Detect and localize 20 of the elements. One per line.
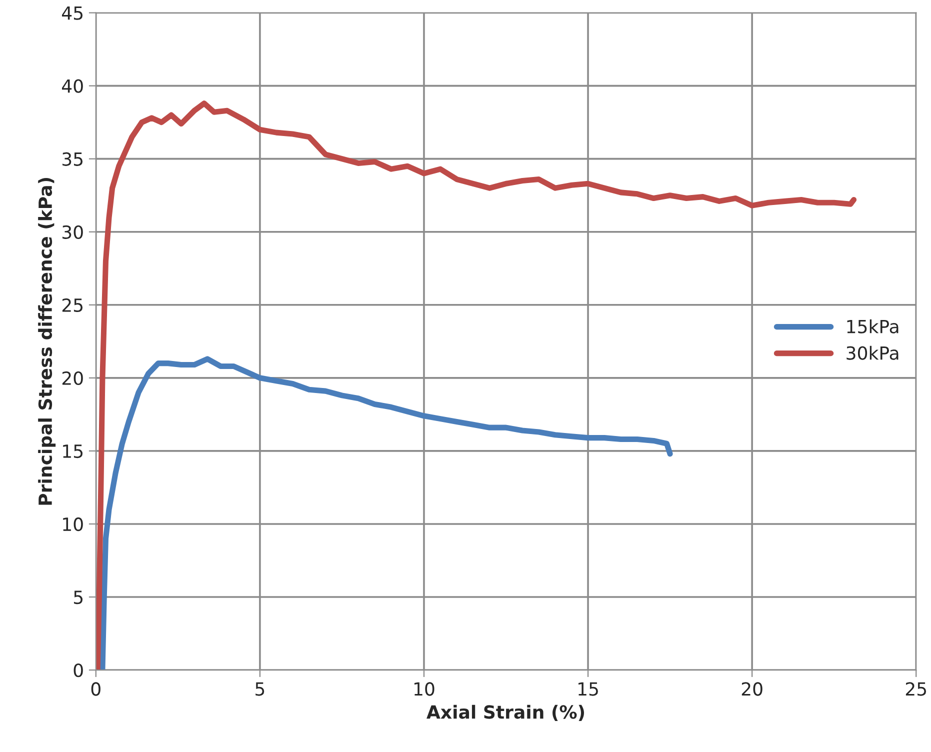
y-tick-label: 20 bbox=[62, 371, 83, 386]
x-tick-label: 0 bbox=[91, 682, 100, 696]
legend-label: 30kPa bbox=[846, 346, 898, 360]
y-tick-label: 5 bbox=[74, 590, 83, 604]
y-axis-title: Principal Stress difference (kPa) bbox=[38, 178, 56, 505]
x-tick-label: 15 bbox=[578, 682, 598, 696]
y-tick-label: 10 bbox=[63, 517, 83, 532]
x-axis-title: Axial Strain (%) bbox=[426, 704, 584, 721]
x-tick-label: 10 bbox=[414, 682, 434, 696]
y-tick-label: 35 bbox=[62, 152, 83, 166]
y-tick-label: 15 bbox=[63, 444, 83, 458]
y-tick-label: 45 bbox=[62, 6, 83, 20]
x-tick-label: 25 bbox=[906, 682, 926, 696]
y-tick-label: 40 bbox=[62, 79, 83, 93]
x-tick-label: 20 bbox=[742, 682, 762, 696]
y-tick-label: 30 bbox=[62, 225, 83, 239]
x-tick-label: 5 bbox=[256, 682, 264, 696]
y-tick-label: 25 bbox=[62, 298, 83, 312]
legend-label: 15kPa bbox=[847, 319, 898, 334]
y-tick-label: 0 bbox=[74, 663, 83, 678]
